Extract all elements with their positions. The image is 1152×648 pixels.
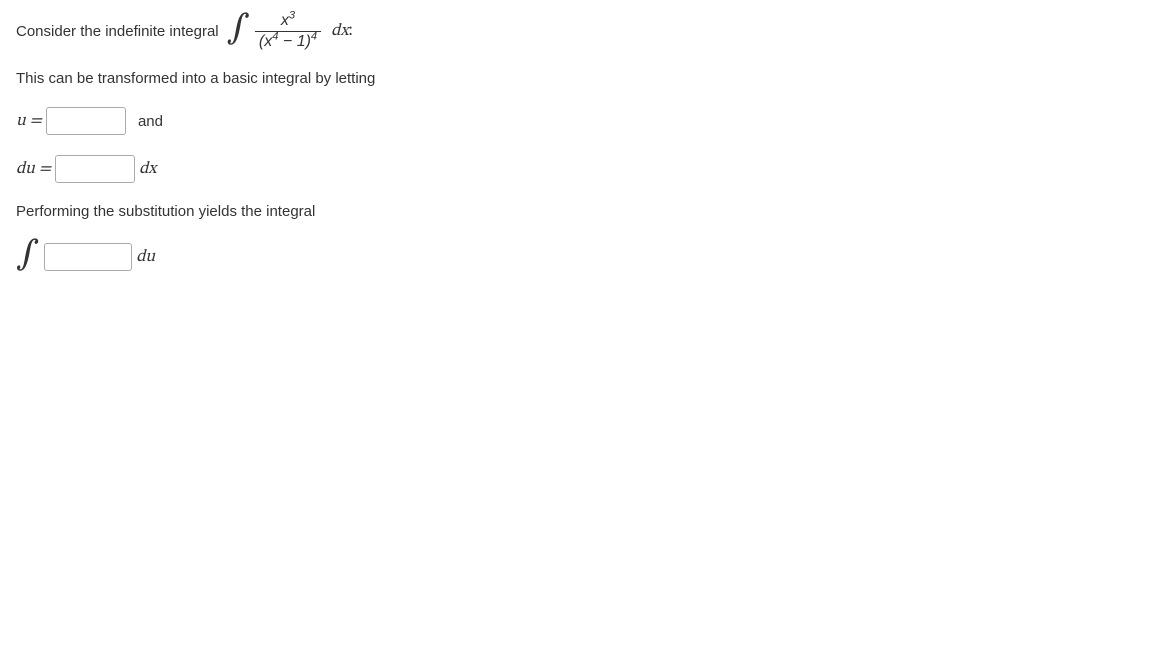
intro-line: Consider the indefinite integral ∫ x3 (x…: [16, 12, 1136, 50]
du-after-label: du: [136, 247, 155, 268]
performing-line: Performing the substitution yields the i…: [16, 203, 1136, 220]
du-input[interactable]: [55, 155, 135, 183]
integrand-input[interactable]: [44, 243, 132, 271]
integral-fraction: x3 (x4 − 1)4: [255, 12, 321, 50]
intro-text: Consider the indefinite integral: [16, 23, 219, 40]
result-integral-symbol: ∫: [16, 238, 39, 272]
du-line: du = dx: [16, 155, 1136, 183]
and-label: and: [138, 113, 163, 130]
du-equals-label: du =: [16, 159, 51, 180]
integral-symbol: ∫: [227, 12, 250, 46]
transform-text: This can be transformed into a basic int…: [16, 70, 375, 87]
transform-line: This can be transformed into a basic int…: [16, 70, 1136, 87]
result-integral-line: ∫ du: [16, 240, 1136, 274]
u-line: u = and: [16, 107, 1136, 135]
dx-after-label: dx: [139, 159, 156, 180]
u-input[interactable]: [46, 107, 126, 135]
performing-text: Performing the substitution yields the i…: [16, 203, 315, 220]
u-equals-label: u =: [16, 111, 42, 132]
dx-text: dx: [331, 21, 348, 42]
